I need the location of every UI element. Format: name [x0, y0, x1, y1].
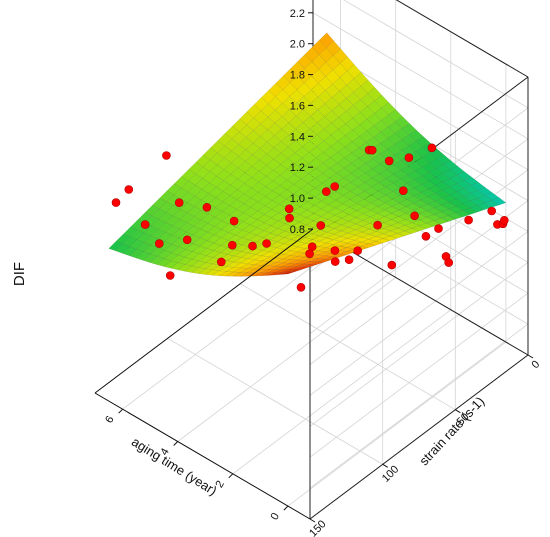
data-point	[155, 239, 164, 248]
wall-gridline	[309, 261, 529, 427]
floor-gridline	[287, 341, 507, 507]
data-point	[330, 246, 340, 255]
wall-gridline	[343, 0, 529, 109]
x-tick-label: 0	[269, 511, 282, 522]
floor-gridline	[177, 277, 396, 442]
data-point	[384, 156, 394, 166]
data-point	[228, 240, 237, 250]
wall-gridline	[312, 12, 529, 140]
data-point	[353, 246, 363, 255]
data-point	[140, 220, 150, 229]
wall-gridline	[309, 231, 529, 396]
y-tick-mark	[382, 463, 388, 468]
axis-lines	[94, 12, 534, 523]
z-tick-label: 1.8	[290, 70, 305, 82]
surface-patch	[163, 260, 179, 269]
floor-gridline	[232, 309, 452, 475]
x-tick-mark	[118, 408, 123, 414]
data-point	[434, 224, 443, 233]
x-tick-label: 4	[158, 446, 171, 457]
y-tick-label: 150	[307, 518, 328, 537]
data-points	[111, 143, 509, 292]
x-tick-mark	[228, 473, 234, 479]
data-point	[373, 220, 382, 230]
surface-patch	[177, 264, 193, 272]
z-tick-label: 2.2	[290, 8, 305, 20]
data-point	[499, 216, 509, 225]
surface-patch	[281, 271, 296, 275]
data-point	[182, 235, 192, 245]
z-tick-label: 1.0	[290, 193, 305, 205]
x-tick-mark	[173, 441, 179, 446]
data-point	[162, 151, 171, 160]
data-point	[165, 271, 175, 280]
x-tick-label: 2	[213, 479, 226, 490]
x-axis-line	[94, 228, 314, 394]
data-point	[398, 186, 408, 195]
data-point	[124, 185, 134, 194]
data-point	[321, 187, 331, 196]
x-tick-label: 6	[103, 414, 116, 425]
data-point	[111, 198, 121, 207]
data-point	[404, 153, 414, 162]
data-point	[444, 258, 454, 267]
data-point	[487, 206, 497, 216]
z-tick-label: 2.0	[290, 39, 305, 51]
data-point	[410, 211, 419, 221]
data-point	[344, 255, 354, 265]
pane-border	[395, 0, 529, 78]
y-tick-label: 0	[529, 358, 542, 371]
y-tick-mark	[455, 409, 461, 414]
surface-patch	[232, 272, 248, 277]
data-point	[305, 249, 314, 258]
z-tick-label: 1.6	[290, 100, 305, 112]
data-point	[284, 204, 294, 214]
x-axis-label: aging time (year)	[129, 434, 220, 498]
data-point	[202, 203, 212, 212]
z-tick-label: 1.4	[290, 131, 305, 143]
floor-gridline	[167, 337, 383, 465]
z-tick-label: 0.8	[290, 224, 305, 236]
wall-gridline	[309, 292, 529, 458]
surface-patch	[149, 256, 165, 265]
y-tick-label: 100	[380, 463, 401, 484]
data-point	[387, 260, 397, 270]
data-point	[330, 257, 340, 266]
data-point	[262, 239, 271, 248]
pane-border	[309, 354, 529, 520]
y-tick-mark	[309, 518, 316, 523]
surface-patch	[218, 271, 234, 277]
y-axis-line	[94, 392, 311, 520]
data-point	[330, 182, 340, 191]
wall-gridline	[309, 200, 529, 365]
data-point	[285, 213, 294, 223]
data-point	[367, 145, 377, 155]
floor-gridline	[240, 283, 456, 411]
data-point	[174, 198, 184, 207]
data-point	[427, 143, 437, 153]
y-tick-mark	[527, 354, 534, 359]
floor-gridline	[122, 244, 341, 410]
data-point	[217, 257, 226, 267]
data-point	[248, 241, 257, 251]
x-tick-mark	[283, 505, 289, 511]
data-point	[316, 221, 326, 230]
surface-patch	[274, 271, 289, 276]
data-point	[229, 216, 239, 226]
z-tick-label: 1.2	[290, 162, 305, 174]
data-point	[464, 215, 473, 225]
data-point	[296, 282, 306, 292]
surface-patch	[135, 251, 151, 261]
data-point	[421, 232, 431, 241]
wall-gridline	[309, 323, 529, 489]
surface-patch	[260, 272, 275, 276]
z-axis-label: DIF	[11, 262, 28, 286]
